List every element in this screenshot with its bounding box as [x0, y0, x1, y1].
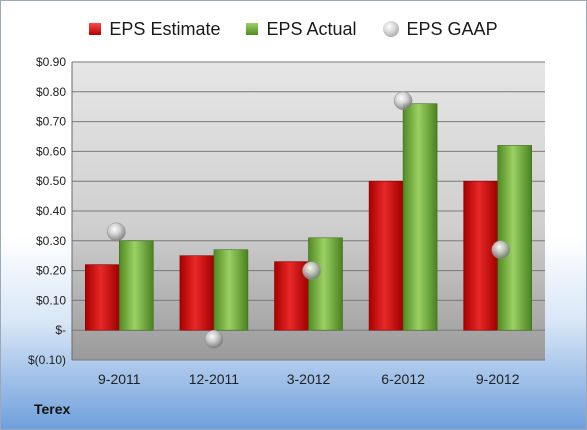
point-eps-gaap [107, 222, 126, 242]
point-eps-gaap [393, 91, 413, 110]
legend-label-eps-gaap: EPS GAAP [406, 18, 498, 39]
x-tick-label: 9-2012 [476, 371, 520, 387]
bar-eps-estimate [85, 264, 120, 331]
y-tick-label: $0.60 [36, 144, 66, 158]
y-tick-label: $0.50 [36, 174, 66, 188]
bar-eps-actual [213, 249, 249, 331]
y-tick-label: $0.30 [36, 234, 66, 248]
y-tick-label: $0.80 [36, 85, 66, 99]
legend-item-eps-actual: EPS Actual [246, 18, 357, 40]
point-eps-gaap [491, 240, 510, 259]
bar-eps-estimate [463, 180, 499, 331]
y-tick-label: $- [55, 323, 66, 337]
legend-item-eps-estimate: EPS Estimate [89, 19, 220, 40]
bar-eps-actual [308, 237, 343, 331]
legend-item-eps-gaap: EPS GAAP [382, 18, 498, 40]
point-eps-gaap [302, 261, 321, 280]
company-name: Terex [34, 401, 71, 417]
bar-eps-actual [402, 103, 438, 331]
x-tick-label: 12-2011 [189, 371, 240, 387]
bar-eps-actual [119, 240, 154, 331]
y-tick-label: $0.20 [36, 264, 66, 278]
y-tick-label: $0.10 [36, 293, 66, 307]
x-tick-label: 6-2012 [381, 371, 425, 387]
legend-label-eps-estimate: EPS Estimate [109, 18, 221, 39]
bar-eps-estimate [179, 255, 215, 331]
legend-label-eps-actual: EPS Actual [266, 18, 357, 39]
point-eps-gaap [204, 329, 224, 349]
x-tick-label: 9-2011 [98, 371, 141, 387]
y-tick-label: $(0.10) [28, 353, 66, 367]
legend-swatch-eps-estimate [89, 23, 102, 35]
y-tick-label: $0.40 [36, 204, 66, 218]
y-tick-label: $0.70 [36, 115, 66, 129]
y-tick-label: $0.90 [36, 55, 66, 69]
legend-swatch-eps-gaap [382, 21, 399, 37]
bar-eps-actual [497, 145, 533, 331]
bar-eps-estimate [368, 180, 404, 331]
chart-legend: EPS Estimate EPS Actual EPS GAAP [0, 14, 587, 44]
legend-swatch-eps-actual [246, 23, 259, 35]
x-tick-label: 3-2012 [287, 371, 331, 387]
